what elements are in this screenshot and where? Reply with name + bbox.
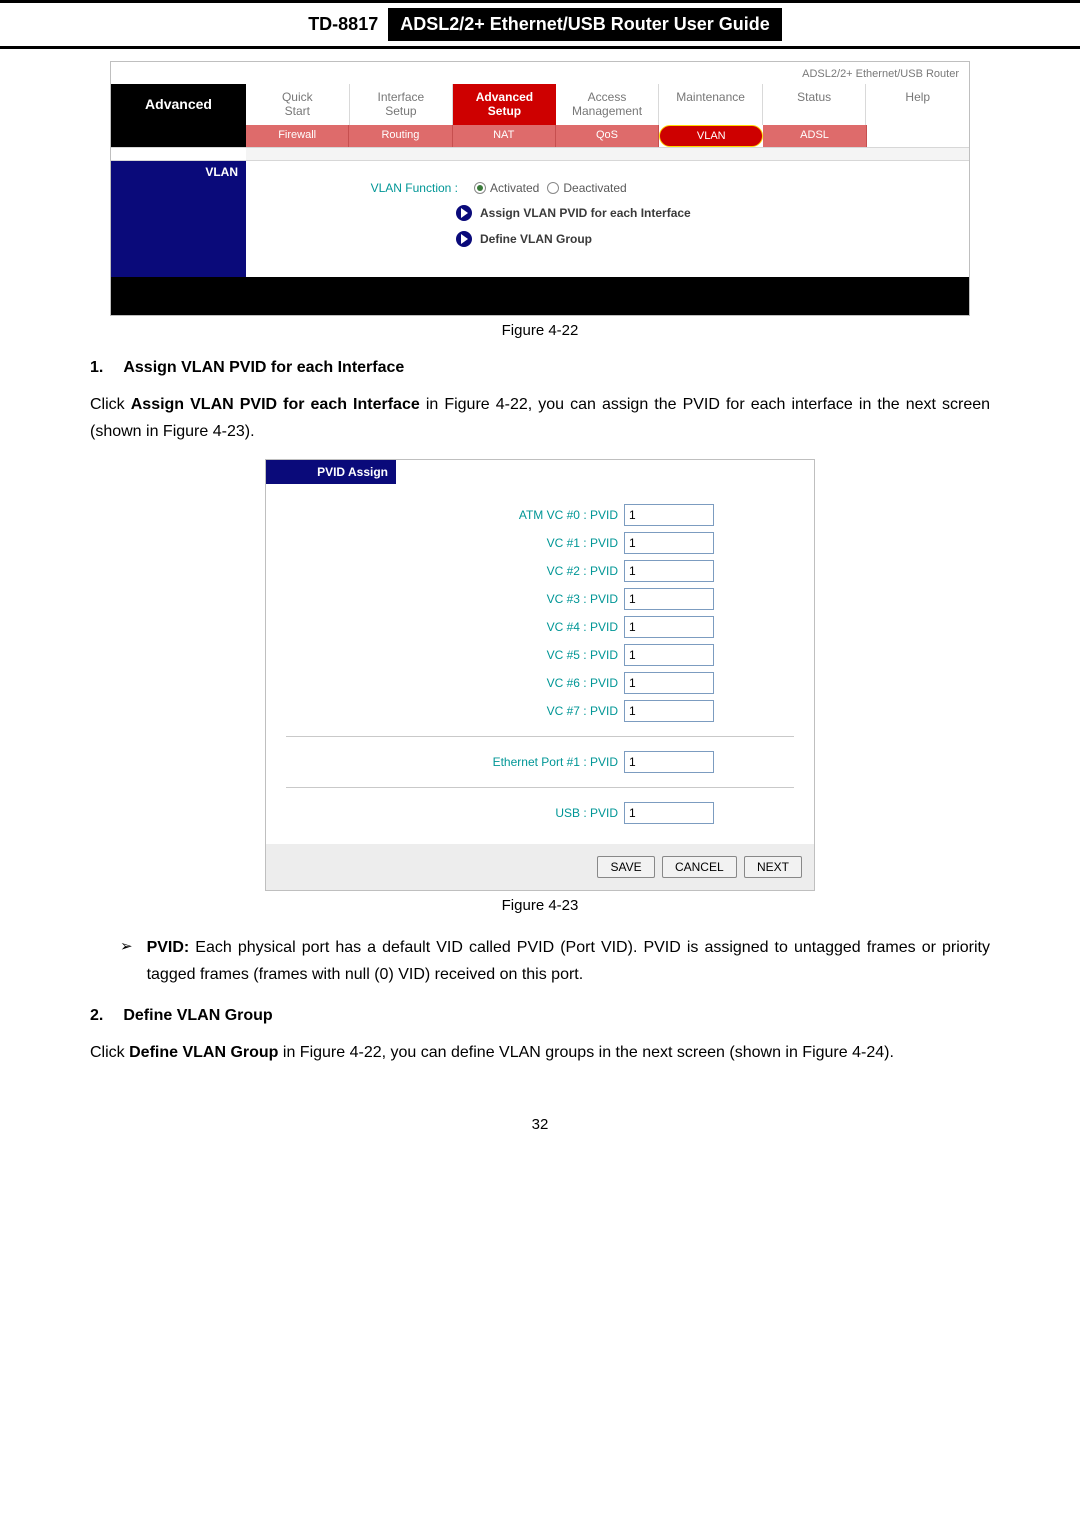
subtab-qos[interactable]: QoS bbox=[556, 125, 659, 147]
pvid-row-7: VC #7 : PVID bbox=[286, 700, 714, 722]
pvid-row-label-0: ATM VC #0 : PVID bbox=[519, 508, 618, 522]
link-define-vlan-label: Define VLAN Group bbox=[480, 232, 592, 246]
separator-2 bbox=[286, 787, 794, 788]
pvid-row-5: VC #5 : PVID bbox=[286, 644, 714, 666]
pvid-row-0: ATM VC #0 : PVID bbox=[286, 504, 714, 526]
button-row: SAVE CANCEL NEXT bbox=[266, 844, 814, 890]
tab-access-management[interactable]: Access Management bbox=[556, 84, 660, 125]
usb-input[interactable] bbox=[624, 802, 714, 824]
tab-maintenance[interactable]: Maintenance bbox=[659, 84, 763, 125]
tab-help[interactable]: Help bbox=[866, 84, 969, 125]
vlan-function-label: VLAN Function : bbox=[266, 181, 466, 195]
pvid-header-row: PVID Assign bbox=[266, 460, 814, 484]
tab-advanced-setup[interactable]: Advanced Setup bbox=[453, 84, 556, 125]
pvid-assign-label: PVID Assign bbox=[266, 460, 396, 484]
tab-status[interactable]: Status bbox=[763, 84, 867, 125]
vlan-function-line: VLAN Function : Activated Deactivated bbox=[266, 181, 949, 195]
pvid-row-input-3[interactable] bbox=[624, 588, 714, 610]
header-title: ADSL2/2+ Ethernet/USB Router User Guide bbox=[388, 8, 782, 41]
bullet-text: PVID: Each physical port has a default V… bbox=[147, 934, 990, 988]
subtab-blank bbox=[867, 125, 969, 147]
main-tabs-row: Advanced Quick Start Interface Setup Adv… bbox=[111, 84, 969, 125]
separator-1 bbox=[286, 736, 794, 737]
pvid-row-6: VC #6 : PVID bbox=[286, 672, 714, 694]
router-ui-screenshot-1: ADSL2/2+ Ethernet/USB Router Advanced Qu… bbox=[110, 61, 970, 316]
pvid-row-input-6[interactable] bbox=[624, 672, 714, 694]
subtab-firewall[interactable]: Firewall bbox=[246, 125, 349, 147]
figure-1-wrap: ADSL2/2+ Ethernet/USB Router Advanced Qu… bbox=[90, 61, 990, 339]
pvid-row-label-6: VC #6 : PVID bbox=[547, 676, 618, 690]
link-define-vlan-group[interactable]: Define VLAN Group bbox=[456, 231, 949, 247]
sidebar-mid bbox=[111, 125, 246, 147]
heading-2: 2. Define VLAN Group bbox=[90, 1007, 990, 1025]
pvid-row-input-7[interactable] bbox=[624, 700, 714, 722]
pvid-row-input-1[interactable] bbox=[624, 532, 714, 554]
pvid-row-input-0[interactable] bbox=[624, 504, 714, 526]
subtab-vlan[interactable]: VLAN bbox=[659, 125, 763, 147]
radio-deactivated-label: Deactivated bbox=[563, 181, 626, 195]
pvid-row-label-2: VC #2 : PVID bbox=[547, 564, 618, 578]
eth-port-label: Ethernet Port #1 : PVID bbox=[493, 755, 618, 769]
tab-quick-start[interactable]: Quick Start bbox=[246, 84, 350, 125]
subtab-nat[interactable]: NAT bbox=[453, 125, 556, 147]
pvid-row-label-5: VC #5 : PVID bbox=[547, 648, 618, 662]
paragraph-2: Click Define VLAN Group in Figure 4-22, … bbox=[90, 1039, 990, 1066]
link-assign-pvid-label: Assign VLAN PVID for each Interface bbox=[480, 206, 691, 220]
bullet-arrow-icon: ➢ bbox=[120, 934, 133, 988]
heading-2-num: 2. bbox=[90, 1007, 103, 1025]
bottom-bar bbox=[111, 277, 969, 315]
pvid-row-label-7: VC #7 : PVID bbox=[547, 704, 618, 718]
vlan-content: VLAN Function : Activated Deactivated As… bbox=[246, 161, 969, 277]
figure-1-caption: Figure 4-22 bbox=[90, 322, 990, 339]
sidebar-title: Advanced bbox=[111, 84, 246, 125]
radio-activated-label: Activated bbox=[490, 181, 539, 195]
pvid-row-label-3: VC #3 : PVID bbox=[547, 592, 618, 606]
arrow-right-icon bbox=[456, 205, 472, 221]
pvid-row-input-4[interactable] bbox=[624, 616, 714, 638]
radio-activated[interactable] bbox=[474, 182, 486, 194]
usb-row: USB : PVID bbox=[286, 802, 714, 824]
pvid-row-input-2[interactable] bbox=[624, 560, 714, 582]
heading-1-num: 1. bbox=[90, 359, 103, 377]
next-button[interactable]: NEXT bbox=[744, 856, 802, 878]
link-assign-pvid[interactable]: Assign VLAN PVID for each Interface bbox=[456, 205, 949, 221]
spacer-row bbox=[111, 147, 969, 161]
paragraph-1: Click Assign VLAN PVID for each Interfac… bbox=[90, 391, 990, 445]
pvid-bullet: ➢ PVID: Each physical port has a default… bbox=[120, 934, 990, 988]
sub-tabs-row: Firewall Routing NAT QoS VLAN ADSL bbox=[111, 125, 969, 147]
pvid-row-input-5[interactable] bbox=[624, 644, 714, 666]
pvid-row-2: VC #2 : PVID bbox=[286, 560, 714, 582]
subtab-routing[interactable]: Routing bbox=[349, 125, 452, 147]
figure-2-wrap: PVID Assign ATM VC #0 : PVID VC #1 : PVID… bbox=[90, 459, 990, 914]
eth-port-row: Ethernet Port #1 : PVID bbox=[286, 751, 714, 773]
cancel-button[interactable]: CANCEL bbox=[662, 856, 737, 878]
vlan-section-row: VLAN VLAN Function : Activated Deactivat… bbox=[111, 161, 969, 277]
pvid-row-3: VC #3 : PVID bbox=[286, 588, 714, 610]
document-header: TD-8817 ADSL2/2+ Ethernet/USB Router Use… bbox=[0, 0, 1080, 49]
usb-label: USB : PVID bbox=[555, 806, 618, 820]
pvid-assign-screenshot: PVID Assign ATM VC #0 : PVID VC #1 : PVID… bbox=[265, 459, 815, 891]
pvid-row-1: VC #1 : PVID bbox=[286, 532, 714, 554]
radio-deactivated[interactable] bbox=[547, 182, 559, 194]
pvid-body: ATM VC #0 : PVID VC #1 : PVID VC #2 : PVID… bbox=[266, 484, 814, 844]
page-number: 32 bbox=[90, 1116, 990, 1133]
brand-label: ADSL2/2+ Ethernet/USB Router bbox=[111, 62, 969, 84]
heading-2-text: Define VLAN Group bbox=[123, 1007, 272, 1025]
heading-1: 1. Assign VLAN PVID for each Interface bbox=[90, 359, 990, 377]
pvid-row-label-1: VC #1 : PVID bbox=[547, 536, 618, 550]
heading-1-text: Assign VLAN PVID for each Interface bbox=[123, 359, 404, 377]
figure-2-caption: Figure 4-23 bbox=[90, 897, 990, 914]
header-model: TD-8817 bbox=[298, 10, 388, 39]
subtab-adsl[interactable]: ADSL bbox=[763, 125, 866, 147]
pvid-row-4: VC #4 : PVID bbox=[286, 616, 714, 638]
section-label-vlan: VLAN bbox=[111, 161, 246, 277]
tab-interface-setup[interactable]: Interface Setup bbox=[350, 84, 454, 125]
pvid-row-label-4: VC #4 : PVID bbox=[547, 620, 618, 634]
arrow-right-icon bbox=[456, 231, 472, 247]
eth-port-input[interactable] bbox=[624, 751, 714, 773]
save-button[interactable]: SAVE bbox=[597, 856, 654, 878]
